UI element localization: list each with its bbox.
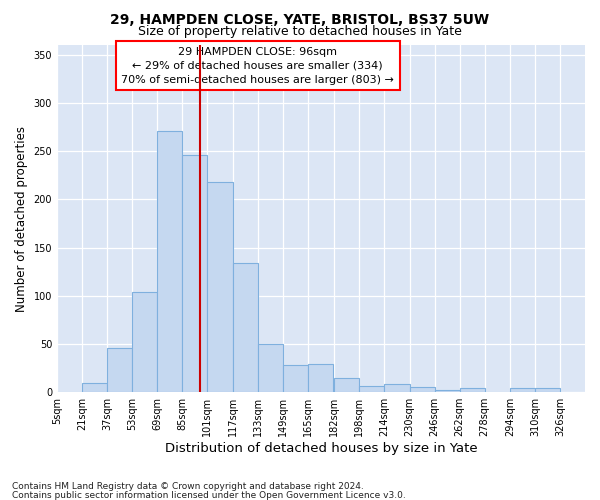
- Bar: [434, 390, 460, 392]
- Text: 29 HAMPDEN CLOSE: 96sqm
← 29% of detached houses are smaller (334)
70% of semi-d: 29 HAMPDEN CLOSE: 96sqm ← 29% of detache…: [121, 46, 394, 84]
- Text: Contains public sector information licensed under the Open Government Licence v3: Contains public sector information licen…: [12, 490, 406, 500]
- Bar: [535, 388, 560, 392]
- Bar: [82, 382, 107, 392]
- Bar: [334, 378, 359, 392]
- Text: Size of property relative to detached houses in Yate: Size of property relative to detached ho…: [138, 25, 462, 38]
- X-axis label: Distribution of detached houses by size in Yate: Distribution of detached houses by size …: [165, 442, 478, 455]
- Bar: [308, 364, 333, 392]
- Bar: [257, 344, 283, 392]
- Bar: [233, 263, 257, 392]
- Bar: [107, 348, 132, 392]
- Bar: [208, 182, 233, 392]
- Bar: [410, 388, 434, 392]
- Text: 29, HAMPDEN CLOSE, YATE, BRISTOL, BS37 5UW: 29, HAMPDEN CLOSE, YATE, BRISTOL, BS37 5…: [110, 12, 490, 26]
- Bar: [385, 384, 410, 392]
- Bar: [359, 386, 385, 392]
- Text: Contains HM Land Registry data © Crown copyright and database right 2024.: Contains HM Land Registry data © Crown c…: [12, 482, 364, 491]
- Y-axis label: Number of detached properties: Number of detached properties: [15, 126, 28, 312]
- Bar: [157, 131, 182, 392]
- Bar: [510, 388, 535, 392]
- Bar: [132, 292, 157, 392]
- Bar: [460, 388, 485, 392]
- Bar: [182, 155, 208, 392]
- Bar: [283, 365, 308, 392]
